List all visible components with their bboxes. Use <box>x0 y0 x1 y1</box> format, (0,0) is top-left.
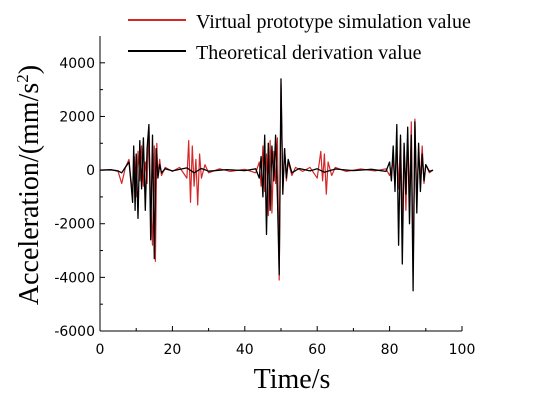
x-tick-label: 0 <box>96 342 105 358</box>
y-tick-label: -2000 <box>54 217 95 233</box>
y-axis-title-superscript: 2 <box>13 74 32 83</box>
x-tick-label: 20 <box>163 342 181 358</box>
chart-axes: 0 20 40 60 80 100 -6000 -4000 -2000 0 2000 4000 <box>54 36 475 358</box>
x-tick-label: 40 <box>236 342 254 358</box>
legend-label-simulation: Virtual prototype simulation value <box>196 11 471 33</box>
x-tick-label: 100 <box>449 342 476 358</box>
y-tick-label: -4000 <box>54 270 95 286</box>
y-tick-label: 2000 <box>59 109 95 125</box>
y-tick-label: 0 <box>86 163 95 179</box>
series-theoretical-line <box>99 78 434 292</box>
x-tick-label: 80 <box>381 342 399 358</box>
y-axis-title: Acceleration/(mm/s2) <box>13 65 45 305</box>
legend-label-theoretical: Theoretical derivation value <box>196 42 422 64</box>
chart-series-layer <box>99 78 434 292</box>
y-tick-label: -6000 <box>54 324 95 340</box>
x-axis-title: Time/s <box>254 364 331 395</box>
y-tick-label: 4000 <box>59 56 95 72</box>
chart-legend: Virtual prototype simulation value Theor… <box>128 11 471 64</box>
x-tick-label: 60 <box>308 342 326 358</box>
y-axis-title-close: ) <box>14 65 45 74</box>
y-axis-title-main: Acceleration/(mm/s <box>14 83 45 305</box>
